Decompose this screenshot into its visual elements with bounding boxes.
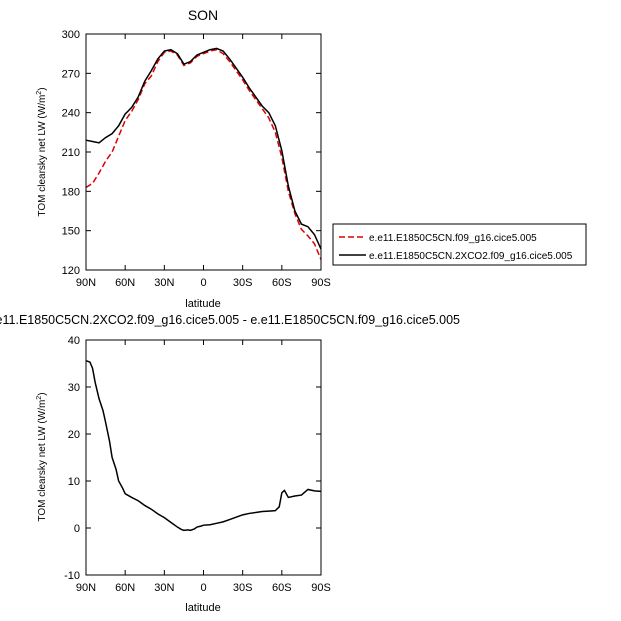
bottom-chart: e.e11.E1850C5CN.2XCO2.f09_g16.cice5.005 … [0,313,460,614]
top-x-tick-label: 30N [154,277,174,289]
top-x-tick-label: 90S [311,277,331,289]
legend-entry-control: e.e11.E1850C5CN.f09_g16.cice5.005 [369,233,537,244]
top-y-axis-label: TOM clearsky net LW (W/m2) [36,87,48,216]
top-x-tick-label: 60S [272,277,292,289]
bottom-x-tick-label: 30S [233,582,253,594]
bottom-x-tick-label: 0 [200,582,206,594]
bottom-x-tick-label: 30N [154,582,174,594]
bottom-x-tick-label: 90N [76,582,96,594]
bottom-plot-frame [85,339,322,576]
bottom-y-tick-label: 30 [68,382,80,394]
top-x-tick-label: 0 [200,277,206,289]
legend-entry-2xco2: e.e11.E1850C5CN.2XCO2.f09_g16.cice5.005 [369,251,573,262]
bottom-y-tick-label: 40 [68,335,80,347]
top-y-tick-label: 150 [62,226,80,238]
top-y-tick-label: 180 [62,186,80,198]
top-y-tick-label: 300 [62,29,80,41]
bottom-y-tick-label: 0 [74,523,80,535]
top-plot-frame [85,33,322,271]
top-x-axis-label: latitude [185,298,220,310]
top-chart-title: SON [188,7,218,23]
top-series-line-control [85,48,322,260]
bottom-y-tick-label: -10 [64,570,80,582]
top-x-tick-label: 60N [115,277,135,289]
bottom-y-axis-label: TOM clearsky net LW (W/m2) [36,392,48,521]
bottom-axis-ticks: -10 0 10 20 30 40 90N 60N 30N 0 30S 60S 90S [64,335,331,594]
top-y-tick-label: 270 [62,68,80,80]
bottom-series-line-difference [85,359,322,532]
bottom-chart-series-group [85,359,322,532]
top-y-tick-label: 120 [62,265,80,277]
bottom-x-tick-label: 60N [115,582,135,594]
top-y-tick-label: 210 [62,147,80,159]
bottom-y-tick-label: 10 [68,476,80,488]
top-chart: SON 120 150 180 210 240 270 300 90N 60N 30N 0 30S 60… [36,7,587,310]
top-x-tick-label: 30S [233,277,253,289]
top-chart-series-group [85,47,322,260]
top-chart-legend: e.e11.E1850C5CN.f09_g16.cice5.005 e.e11.… [332,223,587,266]
bottom-x-tick-label: 90S [311,582,331,594]
bottom-x-tick-label: 60S [272,582,292,594]
bottom-x-axis-label: latitude [185,602,220,614]
bottom-chart-title: e.e11.E1850C5CN.2XCO2.f09_g16.cice5.005 … [0,313,460,327]
top-axis-ticks: 120 150 180 210 240 270 300 90N 60N 30N 0 30S 60S 90S [62,29,331,289]
top-series-line-2xco2 [85,47,322,250]
bottom-y-tick-label: 20 [68,429,80,441]
top-y-tick-label: 240 [62,108,80,120]
top-x-tick-label: 90N [76,277,96,289]
legend-box [332,223,587,266]
